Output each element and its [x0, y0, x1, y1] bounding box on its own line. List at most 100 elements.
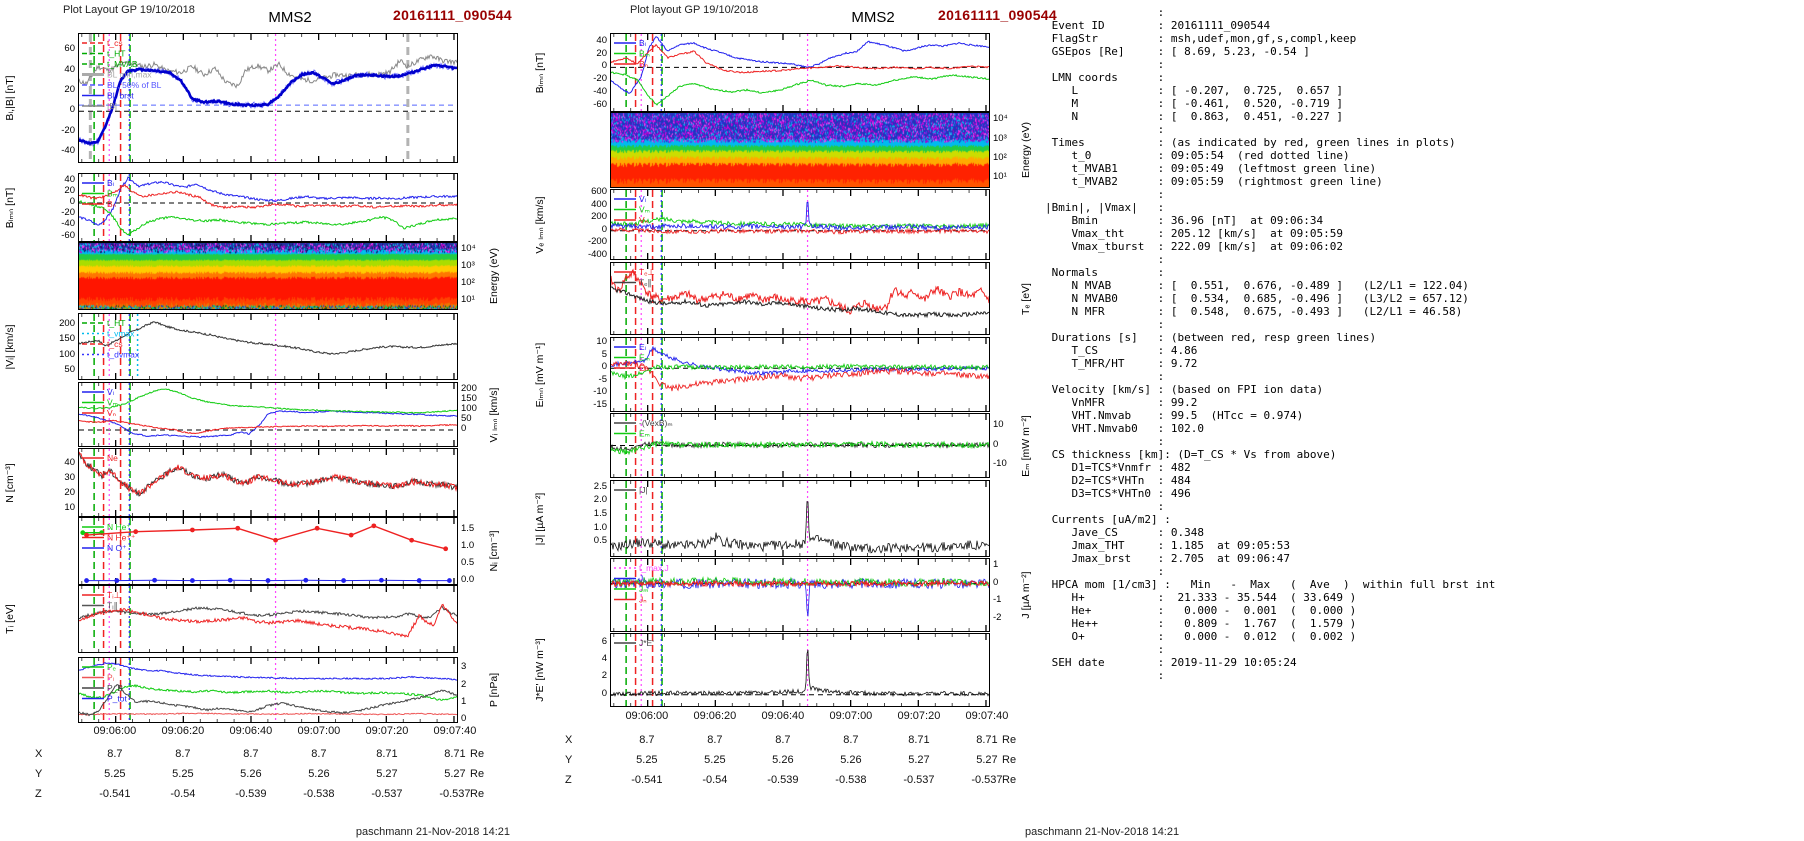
tick-label: 20: [596, 47, 607, 59]
x-tick-label: 09:06:20: [161, 725, 205, 737]
info-line: Jave_CS : 0.348: [1045, 526, 1204, 539]
right-axis-gutter: [990, 480, 1045, 557]
coords-value: 8.7: [639, 734, 655, 746]
info-line: :: [1045, 643, 1165, 656]
legend-label: Tᵢ∥: [107, 601, 118, 611]
info-line: :: [1045, 58, 1165, 71]
tick-label: 150: [461, 393, 477, 404]
plot-JE: J*E': [611, 634, 989, 706]
coords-axis-label: X: [35, 748, 43, 760]
panel-JE: J*E' [nW m⁻³] 6 4 2 0 J*E': [530, 633, 1045, 707]
left-axis-gutter: Bₗ,|B| [nT] 60 40 20 0 -20 -40: [0, 33, 78, 163]
legend-label: Bₗ: [107, 178, 115, 188]
legend-label: N He⁺: [107, 522, 131, 532]
left-axis-gutter: |Vᵢ| [km/s] 200 150 100 50: [0, 313, 78, 380]
legend-label: Jₙ: [639, 595, 647, 605]
x-tick-label: 09:07:40: [965, 710, 1009, 722]
legend-label: |J|: [639, 485, 648, 495]
right-axis-gutter: Tₑ [eV]: [990, 262, 1045, 335]
legend-label: t_dvmax: [107, 350, 140, 360]
coords-value: 5.25: [172, 768, 194, 780]
coords-value: 8.7: [243, 748, 259, 760]
y-axis-label: Bₗ,|B| [nT]: [4, 75, 16, 121]
left-axis-gutter: Bₗₘₙ [nT] 40 20 0 -20 -40 -60: [0, 173, 78, 242]
tick-label: 150: [59, 333, 75, 345]
tick-label: -1: [993, 594, 1002, 606]
info-line: |Bmin|, |Vmax| :: [1045, 201, 1165, 214]
tick-label: -40: [61, 218, 75, 230]
panel-Ve_LMN: Vₑ ₗₘₙ [km/s] 600 400 200 0 -200 -400 Vₗ Vₘ Vₙ: [530, 187, 1045, 260]
coords-value: -0.537: [439, 788, 471, 800]
left-axis-gutter: [530, 112, 610, 188]
coords-axis-label: Y: [35, 768, 43, 780]
panel-e_spectrogram: Energy (eV) 10⁴ 10³ 10² 10¹: [530, 112, 1045, 188]
y-axis-label-right: Energy (eV): [488, 247, 500, 305]
info-line: He+ : 0.000 - 0.001 ( 0.000 ): [1045, 604, 1357, 617]
y-axis-label: Eₗₘₙ [mV m⁻¹]: [534, 342, 546, 407]
left-axis-gutter: J*E' [nW m⁻³] 6 4 2 0: [530, 633, 610, 707]
legend-label: Bₘ: [107, 189, 119, 199]
info-line: D1=TCS*Vnmfr : 482: [1045, 461, 1191, 474]
info-line: Bmin : 36.96 [nT] at 09:06:34: [1045, 214, 1324, 227]
panel-J_LMN: t_max,J Jₗ Jₘ Jₙ J [µA m⁻²] 1 0 -1 -2: [530, 558, 1045, 632]
tick-label: 20: [64, 486, 75, 498]
legend-label: Bₙ: [107, 199, 117, 209]
panel-T_e: Tₑ⊥ Tₑ∥ Tₑ [eV]: [530, 262, 1045, 335]
legend-label: Tᵢ⊥: [107, 590, 122, 600]
info-line: :: [1045, 188, 1165, 201]
panel-J_abs: |J| [µA m⁻²] 2.5 2.0 1.5 1.0 0.5 |J|: [530, 480, 1045, 557]
coords-value: 5.27: [444, 768, 466, 780]
right-axis-gutter: [990, 337, 1045, 412]
info-line: M : [ -0.461, 0.520, -0.719 ]: [1045, 97, 1344, 110]
panel-N_minor: N He⁺ N He⁺⁺ N O⁺ Nᵢ [cm⁻³] 1.5 1.0 0.5 0.0: [0, 517, 530, 585]
panel-stack: Bₗ,|B| [nT] 60 40 20 0 -20 -40 t_cs t_HT t_MVAB BL…: [0, 33, 530, 724]
x-tick-label: 09:06:40: [761, 710, 805, 722]
tick-label: 200: [591, 211, 607, 223]
right-axis-gutter: Energy (eV) 10⁴ 10³ 10² 10¹: [458, 242, 530, 310]
panel-E_LMN: Eₗₘₙ [mV m⁻¹] 10 5 0 -5 -10 -15 Eₗ Eₘ Eₙ: [530, 337, 1045, 412]
event-id-label: 20161111_090544: [938, 7, 1057, 23]
legend-label: t_HT: [107, 318, 125, 328]
left-axis-gutter: [0, 382, 78, 447]
panel-E_M: -(VexB)ₘ Eₘ Eₘ [mW m⁻²] 10 0 -10: [530, 413, 1045, 478]
plot-N_minor: N He⁺N He⁺⁺N O⁺: [80, 518, 455, 584]
tick-label: 0: [461, 423, 467, 434]
tick-label: 40: [64, 456, 75, 468]
tick-label: 2: [601, 670, 607, 682]
info-line: :: [1045, 123, 1165, 136]
legend-label: t_cs: [107, 38, 123, 48]
tick-label: 1: [993, 559, 999, 571]
right-axis-gutter: Vᵢ ₗₘₙ [km/s] 200 150 100 50 0: [458, 382, 530, 447]
legend-label: Pₑ: [107, 662, 116, 672]
x-tick-label: 09:06:40: [229, 725, 273, 737]
left-axis-gutter: Vₑ ₗₘₙ [km/s] 600 400 200 0 -200 -400: [530, 187, 610, 260]
tick-label: 0: [601, 60, 607, 72]
tick-label: 1.5: [593, 508, 607, 520]
x-tick-label: 09:07:00: [829, 710, 873, 722]
y-axis-label: Bₗₘₙ [nT]: [4, 187, 16, 228]
tick-label: 400: [591, 198, 607, 210]
legend-label: Eₗ: [639, 342, 647, 352]
right-axis-gutter: J [µA m⁻²] 1 0 -1 -2: [990, 558, 1045, 632]
info-line: t_0 : 09:05:54 (red dotted line): [1045, 149, 1350, 162]
panel-B_LMN: Bₗₘₙ [nT] 40 20 0 -20 -40 -60 Bₗ Bₘ Bₙ: [0, 173, 530, 242]
coords-value: -0.539: [235, 788, 267, 800]
tick-label: 5: [601, 348, 607, 360]
legend-label: Vₗ: [639, 194, 647, 204]
info-line: :: [1045, 370, 1165, 383]
x-tick-label: 09:07:20: [365, 725, 409, 737]
info-line: LMN coords :: [1045, 71, 1165, 84]
layout-label: Plot layout GP 19/10/2018: [630, 4, 759, 16]
x-tick-label: 09:06:20: [693, 710, 737, 722]
tick-label: 0.5: [593, 535, 607, 547]
tick-label: 100: [59, 348, 75, 360]
tick-label: 40: [596, 34, 607, 46]
y-axis-label-right: Eₘ [mW m⁻²]: [1020, 414, 1032, 477]
tick-label: 1.0: [461, 540, 475, 552]
info-line: Velocity [km/s] : (based on FPI ion data…: [1045, 383, 1324, 396]
